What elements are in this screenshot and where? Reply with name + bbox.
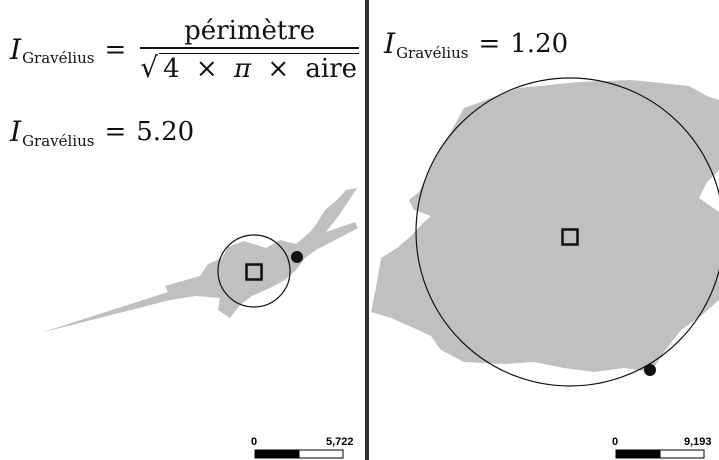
formula-subscript: Gravélius (22, 49, 95, 68)
gravelius-formula: I Gravélius = périmètre √ 4 × π × aire (10, 16, 360, 84)
right-result-value: 1.20 (510, 29, 569, 59)
right-result: I Gravélius = 1.20 (384, 27, 569, 62)
left-result-symbol: I (10, 115, 22, 148)
formula-symbol: I (10, 32, 22, 66)
fraction-bar (140, 47, 360, 49)
farthest-point (644, 364, 656, 376)
right-panel: I Gravélius = 1.20 0 9,193 (369, 0, 719, 460)
formula-numerator: périmètre (184, 16, 316, 46)
left-panel: I Gravélius = périmètre √ 4 × π × aire (10, 16, 360, 459)
scale-right-max-label: 9,193 (684, 436, 712, 448)
scale-left-max-label: 5,722 (326, 436, 354, 448)
farthest-point (291, 251, 303, 263)
equal-area-circle (415, 77, 719, 387)
radicand-four: 4 (163, 53, 180, 84)
right-map (371, 77, 719, 459)
scale-right-min-label: 0 (612, 436, 619, 448)
radicand: 4 × π × aire (159, 52, 360, 84)
formula-equals: = (104, 34, 127, 65)
panel-divider (365, 0, 369, 460)
scale-left-min-label: 0 (251, 436, 258, 448)
scale-bar-left (254, 449, 344, 459)
left-result-subscript: Gravélius (22, 131, 95, 150)
right-result-symbol: I (384, 27, 396, 60)
centroid-square (245, 263, 263, 281)
pi-symbol: π (233, 53, 252, 84)
formula-denominator: √ 4 × π × aire (140, 49, 360, 84)
area-word: aire (305, 53, 358, 84)
scale-bar-right (615, 449, 705, 459)
formula-fraction: périmètre √ 4 × π × aire (140, 16, 360, 84)
left-result-equals: = (104, 117, 127, 147)
right-result-subscript: Gravélius (396, 43, 469, 62)
left-result-value: 5.20 (136, 117, 195, 147)
left-map (40, 188, 358, 459)
sqrt-symbol: √ (140, 50, 159, 84)
times-symbol-2: × (267, 53, 290, 84)
right-result-equals: = (478, 29, 501, 59)
centroid-square (561, 228, 579, 246)
elongated-shape (40, 188, 358, 333)
equal-area-circle (217, 234, 291, 308)
compact-shape (371, 80, 719, 372)
left-result: I Gravélius = 5.20 (10, 115, 195, 150)
times-symbol-1: × (195, 53, 218, 84)
